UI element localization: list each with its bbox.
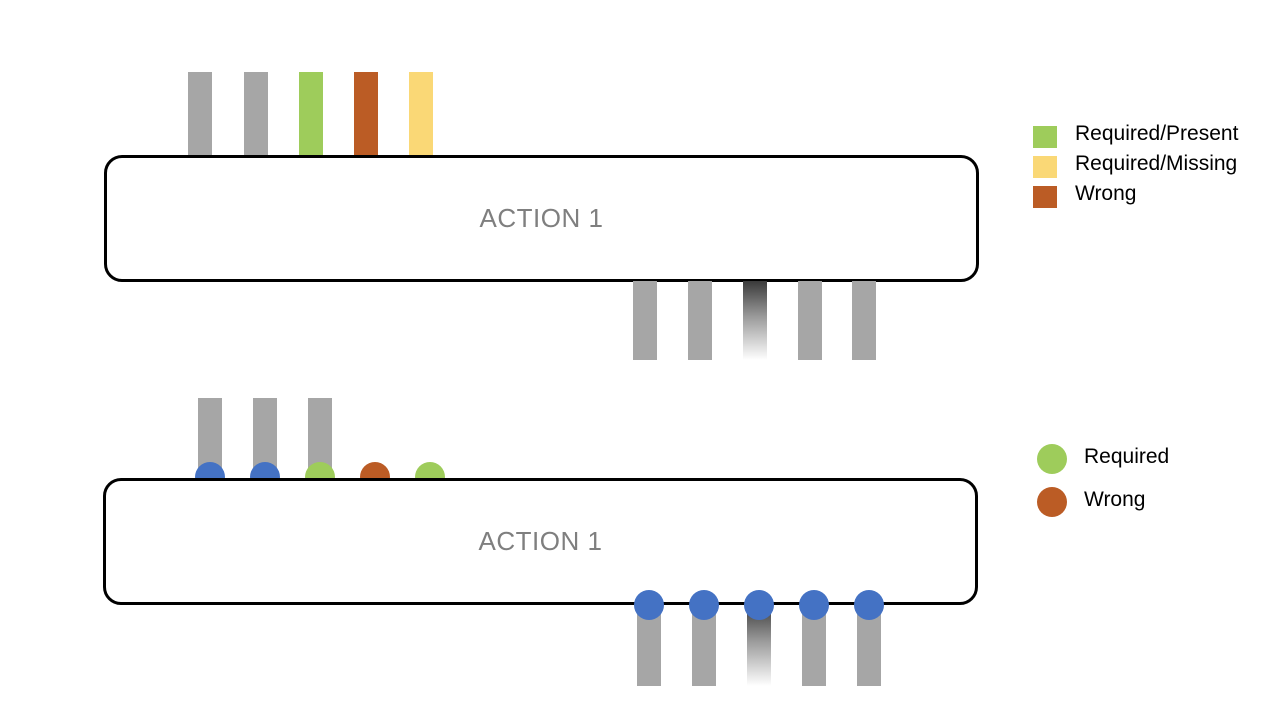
action-box-bottom: ACTION 1 xyxy=(103,478,978,605)
top-output-port xyxy=(688,281,712,360)
bottom-output-dot xyxy=(799,590,829,620)
action-label-top: ACTION 1 xyxy=(479,203,604,233)
top-output-port xyxy=(852,281,876,360)
top-output-port xyxy=(798,281,822,360)
legend-swatch-wrong xyxy=(1033,186,1057,208)
top-input-port xyxy=(244,72,268,156)
legend-dot-wrong xyxy=(1037,487,1067,517)
legend-label-wrong-bottom: Wrong xyxy=(1084,488,1146,511)
top-input-port xyxy=(299,72,323,156)
action-label-bottom: ACTION 1 xyxy=(478,526,603,556)
bottom-output-dot xyxy=(689,590,719,620)
legend-swatch-required-present xyxy=(1033,126,1057,148)
legend-label-wrong: Wrong xyxy=(1075,182,1137,205)
bottom-output-dot xyxy=(634,590,664,620)
top-input-port xyxy=(409,72,433,156)
top-input-port xyxy=(354,72,378,156)
top-output-port xyxy=(743,281,767,360)
legend-swatch-required-missing xyxy=(1033,156,1057,178)
action-box-top: ACTION 1 xyxy=(104,155,979,282)
bottom-output-dot xyxy=(744,590,774,620)
legend-dot-required xyxy=(1037,444,1067,474)
bottom-output-dot xyxy=(854,590,884,620)
legend-label-required-missing: Required/Missing xyxy=(1075,152,1238,175)
legend-label-required-present: Required/Present xyxy=(1075,122,1239,145)
top-input-port xyxy=(188,72,212,156)
top-output-port xyxy=(633,281,657,360)
legend-label-required: Required xyxy=(1084,445,1170,468)
